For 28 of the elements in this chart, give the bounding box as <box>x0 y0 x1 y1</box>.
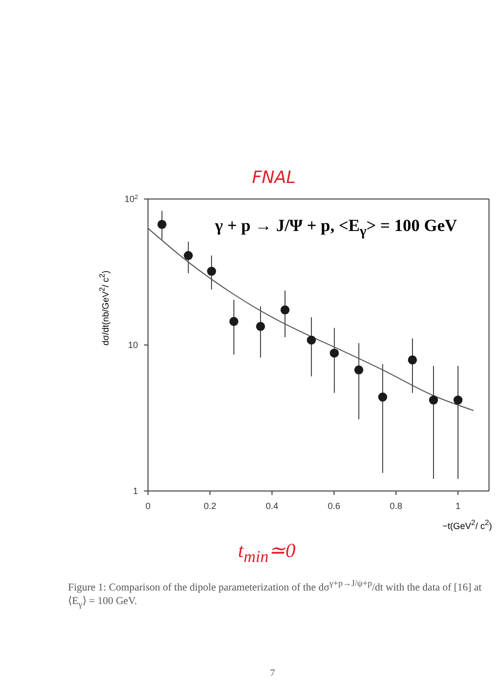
x-tick-label: 0.6 <box>328 501 340 511</box>
chart-title: FNAL <box>252 168 296 188</box>
x-tick-label: 0.2 <box>204 501 216 511</box>
text: Figure 1: Comparison of the dipole parameterization of the dσ$^{γ+p→J/ψ+p}$/dt with the data of [16] at ⟨E$_{γ}$⟩ = 100 GeV. <box>68 578 482 609</box>
point <box>280 305 290 314</box>
point <box>354 365 364 374</box>
point <box>453 396 463 405</box>
text: γ + p → J/Ψ + p, <E$_{γ}$> = 100 GeV <box>215 216 458 240</box>
point <box>428 396 438 405</box>
x-tick-label: 0.8 <box>390 501 402 511</box>
point <box>330 348 339 358</box>
x-tick-label: 0.4 <box>266 501 278 511</box>
y-tick-label: 10$^{2}$ <box>124 194 138 204</box>
point <box>256 322 266 331</box>
text: 7 <box>270 668 275 679</box>
point <box>306 336 316 345</box>
point <box>207 266 216 276</box>
point <box>229 316 238 326</box>
point <box>184 251 193 260</box>
y-tick-label: 1 <box>132 486 138 496</box>
y-tick-label: 10 <box>128 340 138 350</box>
x-axis-title: −t(GeV$^{2}$/ c$^{2}$) <box>442 518 492 531</box>
x-tick-label: 1 <box>455 501 461 511</box>
point <box>157 220 166 229</box>
point <box>408 355 417 364</box>
x-tick-label: 0 <box>145 501 151 511</box>
point <box>378 392 388 402</box>
text: t$_{min}$≃0 <box>238 539 296 567</box>
